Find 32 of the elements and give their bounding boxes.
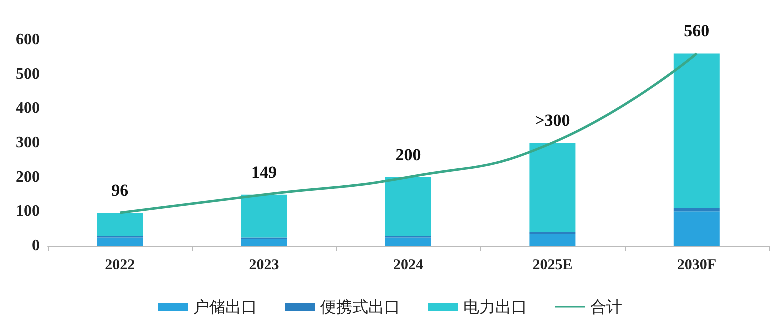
legend-label: 合计 — [590, 298, 622, 316]
x-tick-label: 2025E — [532, 258, 573, 274]
y-tick-label: 200 — [16, 168, 40, 186]
bar — [386, 238, 432, 246]
y-tick-label: 0 — [32, 238, 40, 254]
bar — [241, 194, 288, 238]
legend-label: 户储出口 — [194, 298, 258, 316]
y-tick-label: 300 — [16, 134, 40, 152]
bar — [97, 238, 144, 246]
bar — [241, 239, 288, 246]
data-label: 149 — [252, 162, 278, 182]
data-label: 96 — [112, 181, 129, 200]
data-label: 200 — [396, 145, 422, 164]
y-tick-label: 100 — [16, 203, 40, 220]
y-tick-label: 600 — [16, 32, 40, 48]
y-tick-label: 500 — [16, 66, 40, 83]
bar — [674, 208, 720, 212]
bar — [530, 234, 576, 246]
x-tick-label: 2022 — [105, 258, 136, 274]
bar — [97, 213, 144, 236]
data-label: 560 — [684, 22, 710, 41]
bar — [530, 143, 576, 232]
x-tick-label: 2023 — [249, 258, 280, 274]
bar — [674, 54, 720, 208]
data-label: >300 — [535, 111, 570, 130]
bar — [386, 177, 432, 236]
bar — [674, 212, 720, 246]
legend-label: 便携式出口 — [320, 298, 400, 316]
x-tick-label: 2024 — [394, 258, 424, 274]
y-tick-label: 400 — [16, 100, 40, 118]
x-tick-label: 2030F — [677, 258, 716, 274]
legend-label: 电力出口 — [464, 298, 528, 316]
